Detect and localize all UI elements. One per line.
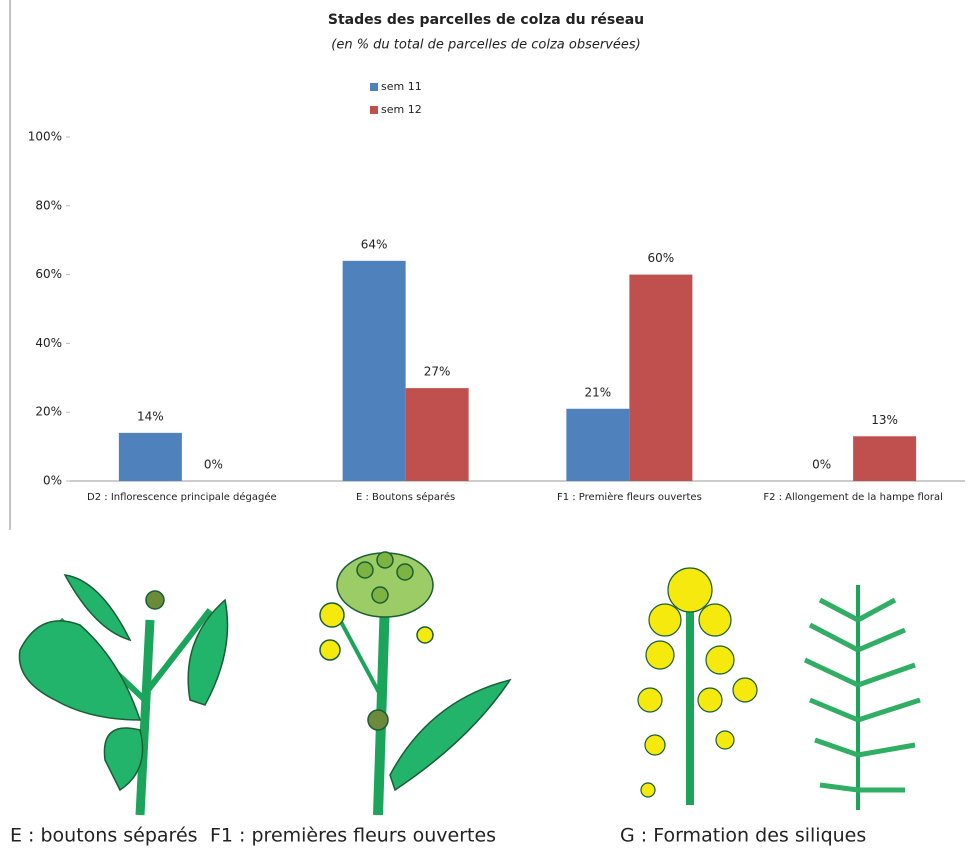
caption: G : Formation des siliques (620, 825, 866, 847)
bar (566, 409, 629, 481)
legend-swatch (370, 106, 378, 114)
chart-title: Stades des parcelles de colza du réseau (328, 12, 644, 28)
data-label: 64% (361, 237, 388, 251)
data-label: 13% (871, 413, 898, 427)
x-tick-label: D2 : Inflorescence principale dégagée (87, 491, 277, 503)
plant-g-siliques (805, 585, 920, 810)
page: Stades des parcelles de colza du réseau … (0, 0, 972, 856)
caption: E : boutons séparés (10, 825, 198, 847)
plant-e (19, 575, 227, 815)
y-tick-label: 20% (35, 405, 62, 419)
legend-label: sem 12 (381, 103, 422, 116)
y-tick-label: 60% (35, 267, 62, 281)
bar (343, 261, 406, 481)
legend-swatch (370, 83, 378, 91)
data-label: 21% (585, 385, 612, 399)
data-label: 60% (648, 251, 675, 265)
y-tick-label: 80% (35, 198, 62, 212)
bar (853, 436, 916, 481)
x-tick-label: F2 : Allongement de la hampe floral (763, 492, 943, 503)
bar (119, 433, 182, 481)
legend-label: sem 11 (381, 80, 422, 93)
plant-g-flower (638, 568, 757, 805)
data-label: 27% (424, 365, 451, 379)
data-label: 0% (204, 458, 223, 472)
y-tick-label: 0% (43, 474, 62, 488)
x-tick-label: E : Boutons séparés (356, 491, 455, 503)
bar (629, 275, 692, 481)
y-tick-label: 100% (28, 130, 62, 144)
caption: F1 : premières fleurs ouvertes (210, 825, 496, 847)
chart: Stades des parcelles de colza du réseau … (0, 0, 972, 856)
chart-subtitle: (en % du total de parcelles de colza obs… (331, 38, 641, 53)
bar (406, 388, 469, 481)
y-tick-label: 40% (35, 336, 62, 350)
data-label: 14% (137, 409, 164, 423)
x-tick-label: F1 : Première fleurs ouvertes (557, 491, 702, 503)
plant-f1 (320, 552, 510, 815)
data-label: 0% (812, 458, 831, 472)
